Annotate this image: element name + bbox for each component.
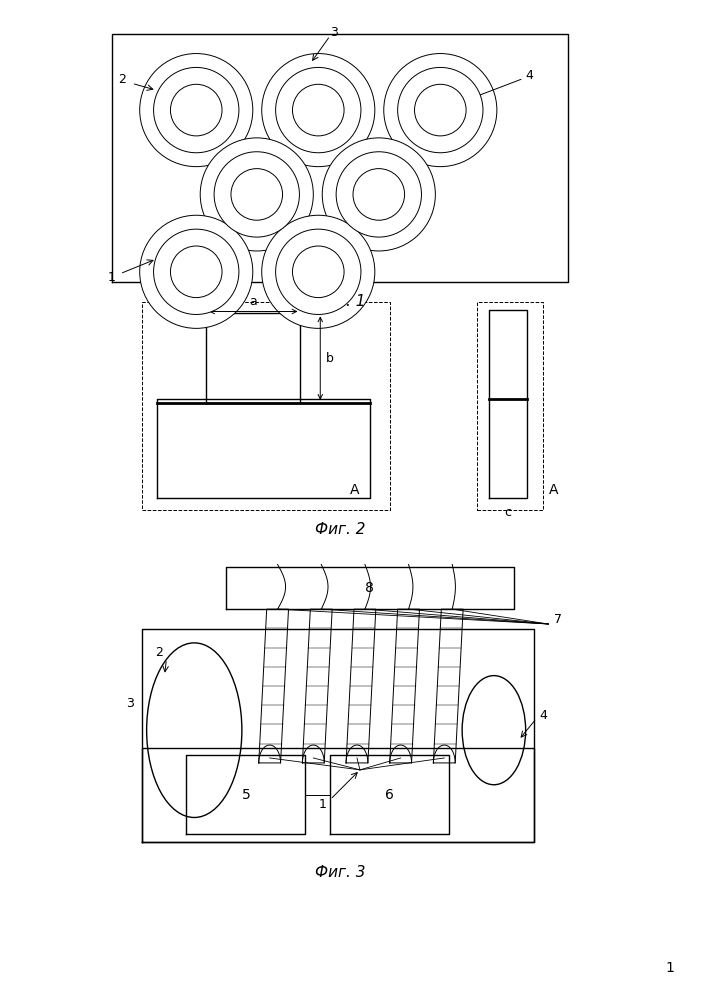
Circle shape: [293, 246, 344, 298]
Text: Фиг. 2: Фиг. 2: [315, 522, 366, 537]
Circle shape: [414, 84, 466, 136]
Circle shape: [140, 215, 253, 328]
Text: 3: 3: [330, 26, 338, 39]
Text: 2: 2: [118, 73, 126, 86]
Circle shape: [293, 84, 344, 136]
Text: c: c: [504, 506, 511, 519]
Text: b: b: [326, 352, 334, 365]
Circle shape: [262, 54, 375, 167]
Text: a: a: [250, 295, 257, 308]
Text: A: A: [549, 483, 558, 497]
Circle shape: [153, 67, 239, 153]
Circle shape: [384, 54, 497, 167]
Circle shape: [397, 67, 483, 153]
Text: 1: 1: [318, 798, 326, 811]
Text: 3: 3: [126, 697, 134, 710]
Circle shape: [170, 246, 222, 298]
Circle shape: [276, 229, 361, 314]
Text: Фиг. 1: Фиг. 1: [315, 294, 366, 309]
Text: 4: 4: [526, 69, 534, 82]
Ellipse shape: [462, 676, 525, 785]
Ellipse shape: [146, 643, 242, 817]
Text: 8: 8: [366, 581, 374, 595]
Circle shape: [140, 54, 253, 167]
Text: 1: 1: [665, 961, 674, 975]
Text: 2: 2: [156, 646, 163, 659]
Text: Фиг. 3: Фиг. 3: [315, 865, 366, 880]
Circle shape: [214, 152, 300, 237]
Circle shape: [322, 138, 436, 251]
Text: A: A: [350, 483, 360, 497]
Circle shape: [336, 152, 421, 237]
Circle shape: [153, 229, 239, 314]
Text: 4: 4: [539, 709, 547, 722]
Text: 7: 7: [554, 613, 562, 626]
Text: 5: 5: [242, 788, 250, 802]
Circle shape: [200, 138, 313, 251]
Text: 6: 6: [385, 788, 394, 802]
Circle shape: [262, 215, 375, 328]
Circle shape: [353, 169, 404, 220]
Circle shape: [170, 84, 222, 136]
Circle shape: [276, 67, 361, 153]
Text: 1: 1: [108, 271, 116, 284]
Circle shape: [231, 169, 283, 220]
